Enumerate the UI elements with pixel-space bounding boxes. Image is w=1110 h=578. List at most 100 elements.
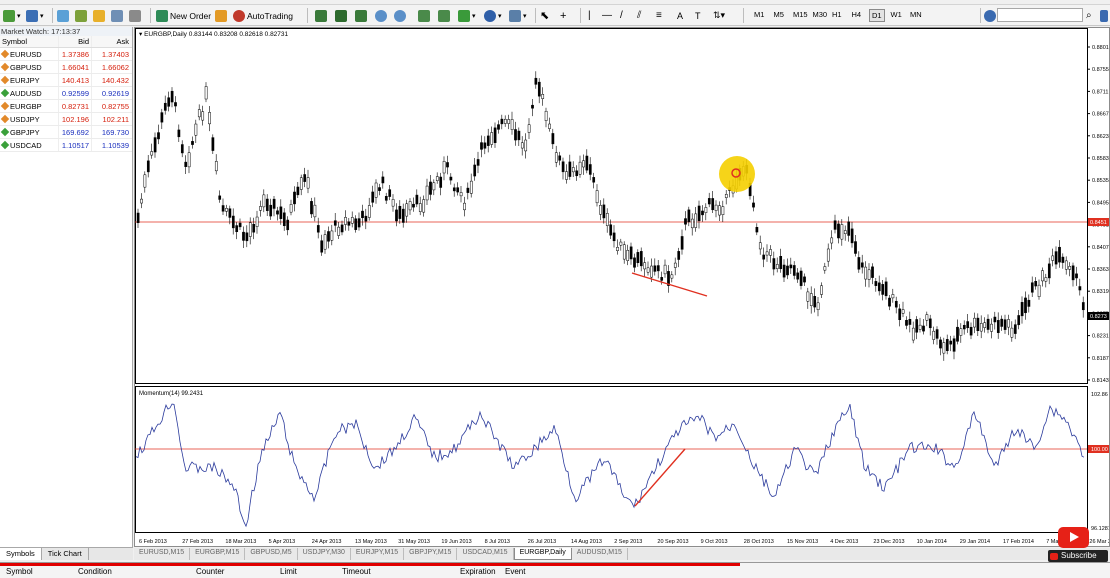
bar-chart-button[interactable] — [315, 7, 327, 24]
price-chart[interactable]: ▾ EURGBP,Daily 0.83144 0.83208 0.82618 0… — [135, 28, 1110, 546]
market-watch-row[interactable]: USDJPY 102.196 102.211 — [0, 113, 132, 126]
zoom-in-button[interactable] — [375, 7, 387, 24]
settings-button[interactable] — [984, 7, 996, 24]
text-button[interactable]: A — [677, 7, 683, 24]
horizontal-line-button[interactable]: — — [602, 7, 612, 24]
candle-body — [388, 189, 392, 197]
ask-cell: 140.432 — [91, 74, 132, 86]
fibonacci-button[interactable]: ≡ — [656, 7, 662, 24]
terminal-col-timeout[interactable]: Timeout — [342, 567, 371, 576]
chart-tab[interactable]: EURJPY,M15 — [351, 548, 405, 560]
chart-window[interactable]: ▾ EURGBP,Daily 0.83144 0.83208 0.82618 0… — [134, 27, 1110, 547]
trendline-button[interactable]: / — [620, 7, 623, 24]
new-chart-button[interactable]: ▾ — [3, 7, 21, 24]
candle-body — [973, 317, 976, 328]
text-label-button[interactable]: T — [695, 7, 701, 24]
periods-button[interactable]: ▾ — [484, 7, 502, 24]
terminal-col-counter[interactable]: Counter — [196, 567, 225, 576]
candle-body — [952, 338, 956, 352]
momentum-pane — [135, 386, 1088, 533]
tile-windows-button[interactable] — [418, 7, 430, 24]
vertical-line-button[interactable]: | — [588, 7, 591, 24]
candle-body — [330, 230, 334, 241]
candle-body — [262, 194, 266, 208]
terminal-col-symbol[interactable]: Symbol — [6, 567, 33, 576]
zoom-out-icon — [394, 9, 406, 22]
timeframe-w1[interactable]: W1 — [890, 10, 902, 19]
tab-tick-chart[interactable]: Tick Chart — [42, 548, 89, 560]
symbol-icon — [0, 88, 10, 98]
candle-body — [823, 266, 827, 271]
equidistant-channel-button[interactable]: ⫽ — [637, 7, 641, 24]
terminal-col-condition[interactable]: Condition — [78, 567, 112, 576]
terminal-col-event[interactable]: Event — [505, 567, 526, 576]
candle-body — [898, 308, 902, 321]
terminal-button[interactable] — [111, 7, 123, 24]
bid-cell: 102.196 — [58, 113, 91, 125]
chart-tab[interactable]: USDJPY,M30 — [298, 548, 351, 560]
ask-header[interactable]: Ask — [91, 36, 132, 47]
bid-header[interactable]: Bid — [58, 36, 91, 47]
tab-symbols[interactable]: Symbols — [0, 548, 42, 560]
data-window-button[interactable] — [75, 7, 87, 24]
chart-tab[interactable]: GBPUSD,M5 — [245, 548, 298, 560]
candle-body — [1030, 282, 1034, 293]
expert-advisors-button[interactable] — [215, 7, 227, 24]
timeframe-h4[interactable]: H4 — [851, 10, 862, 19]
symbol-header[interactable]: Symbol — [2, 36, 28, 46]
market-watch-row[interactable]: EURGBP 0.82731 0.82755 — [0, 100, 132, 113]
price-tick: 0.8231 — [1092, 334, 1109, 340]
market-watch-row[interactable]: AUDUSD 0.92599 0.92619 — [0, 87, 132, 100]
candle-body — [867, 269, 871, 280]
timeframe-h1[interactable]: H1 — [832, 10, 842, 19]
new-order-button[interactable]: New Order — [156, 7, 211, 24]
price-tick: 0.8319 — [1092, 289, 1109, 295]
youtube-logo[interactable] — [1058, 527, 1089, 548]
arrows-button[interactable]: ⇅▾ — [713, 7, 725, 24]
timeframe-d1[interactable]: D1 — [869, 9, 885, 22]
market-watch-button[interactable] — [57, 7, 69, 24]
market-watch-row[interactable]: USDCAD 1.10517 1.10539 — [0, 139, 132, 152]
indicators-button[interactable]: ▾ — [458, 7, 476, 24]
market-watch-row[interactable]: GBPJPY 169.692 169.730 — [0, 126, 132, 139]
candle-body — [463, 202, 466, 211]
timeframe-m30[interactable]: M30 — [812, 10, 828, 19]
candle-body — [758, 242, 762, 250]
subscribe-button[interactable]: Subscribe — [1048, 550, 1108, 562]
timeframe-m15[interactable]: M15 — [793, 10, 808, 19]
chart-tab[interactable]: USDCAD,M15 — [457, 548, 514, 560]
zoom-out-button[interactable] — [394, 7, 406, 24]
navigator-button[interactable] — [93, 7, 105, 24]
chart-tab[interactable]: EURGBP,Daily — [513, 548, 572, 560]
candle-body — [286, 219, 290, 231]
cursor-button[interactable]: ⬉ — [540, 7, 549, 24]
market-watch-row[interactable]: EURUSD 1.37386 1.37403 — [0, 48, 132, 61]
chart-tab[interactable]: AUDUSD,M15 — [572, 548, 628, 560]
symbol-cell: USDJPY — [0, 113, 58, 125]
crosshair-button[interactable]: + — [560, 7, 566, 24]
strategy-tester-button[interactable] — [129, 7, 141, 24]
line-chart-button[interactable] — [355, 7, 367, 24]
timeframe-m5[interactable]: M5 — [773, 10, 784, 19]
search-button[interactable]: ⌕ — [1086, 7, 1092, 24]
chart-tab[interactable]: EURUSD,M15 — [134, 548, 191, 560]
templates-button[interactable]: ▾ — [509, 7, 527, 24]
candle-body — [626, 249, 630, 261]
chat-button[interactable] — [1100, 7, 1108, 24]
timeframe-mn[interactable]: MN — [910, 10, 922, 19]
profiles-button[interactable]: ▾ — [26, 7, 44, 24]
chart-tab[interactable]: GBPJPY,M15 — [404, 548, 458, 560]
candlesticks-button[interactable] — [335, 7, 347, 24]
chart-tab[interactable]: EURGBP,M15 — [190, 548, 246, 560]
candle-body — [1081, 302, 1085, 311]
menu-bar[interactable] — [0, 0, 1110, 5]
terminal-col-limit[interactable]: Limit — [280, 567, 297, 576]
search-input[interactable] — [997, 8, 1083, 22]
timeframe-m1[interactable]: M1 — [754, 10, 765, 19]
terminal-col-expiration[interactable]: Expiration — [460, 567, 496, 576]
candle-body — [395, 209, 398, 222]
auto-scroll-button[interactable] — [438, 7, 450, 24]
market-watch-row[interactable]: EURJPY 140.413 140.432 — [0, 74, 132, 87]
market-watch-row[interactable]: GBPUSD 1.66041 1.66062 — [0, 61, 132, 74]
autotrading-button[interactable]: AutoTrading — [233, 7, 293, 24]
